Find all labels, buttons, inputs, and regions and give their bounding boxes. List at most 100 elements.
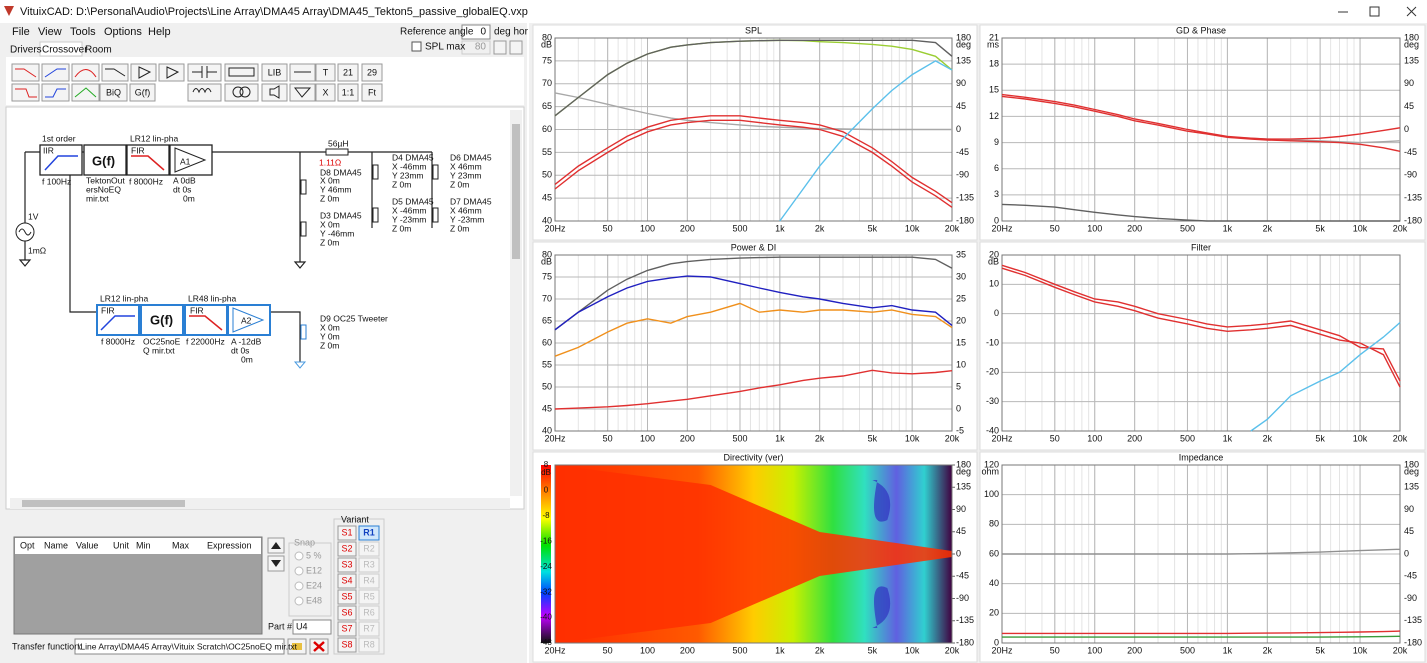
v-scroll-thumb[interactable]	[512, 124, 520, 259]
variant-r-label[interactable]: R6	[363, 607, 375, 617]
variant-s-label[interactable]: S3	[341, 559, 352, 569]
toolbar-button-label[interactable]: BiQ	[106, 87, 121, 97]
h-scrollbar[interactable]	[10, 498, 510, 509]
toolbar-button-label[interactable]: G(f)	[135, 87, 151, 97]
variant-s-label[interactable]: S4	[341, 575, 352, 585]
variant-s-button[interactable]	[337, 541, 357, 557]
fit-button[interactable]	[509, 40, 523, 55]
variant-r-button[interactable]	[358, 589, 380, 605]
variant-r-label[interactable]: R4	[363, 575, 375, 585]
variant-r-label[interactable]: R1	[363, 527, 375, 537]
transfer-function-input[interactable]	[74, 638, 285, 655]
variant-s-label[interactable]: S2	[341, 543, 352, 553]
variant-r-label[interactable]: R7	[363, 623, 375, 633]
toolbar-button-label[interactable]: 29	[367, 67, 377, 77]
y2-tick-label: 30	[956, 271, 966, 281]
toolbar-button-label[interactable]: T	[323, 67, 329, 77]
variant-s-button[interactable]	[337, 637, 357, 653]
y2-tick-label: 35	[956, 249, 966, 259]
y2-tick-label: 135	[1404, 55, 1419, 65]
toolbar-button[interactable]	[315, 63, 336, 82]
h-scroll-thumb[interactable]	[22, 500, 185, 507]
y-tick-label: 65	[542, 101, 552, 111]
toolbar-button-label[interactable]: 1:1	[342, 87, 355, 97]
variant-s-button[interactable]	[337, 621, 357, 637]
schematic-label: f 22000Hz	[186, 336, 225, 346]
menu-item[interactable]: Tools	[70, 26, 96, 38]
toolbar-button[interactable]	[361, 63, 383, 82]
window-controls[interactable]	[1338, 6, 1417, 17]
toolbar-button-label[interactable]: LIB	[268, 67, 282, 77]
y-tick-label: 6	[994, 163, 999, 173]
spl-max-checkbox[interactable]	[411, 41, 422, 52]
toolbar-button[interactable]	[129, 83, 156, 102]
plot-panel	[979, 451, 1426, 663]
variant-s-label[interactable]: S6	[341, 607, 352, 617]
toolbar-button[interactable]	[337, 83, 359, 102]
reference-angle-input[interactable]	[461, 24, 491, 40]
snap-option[interactable]	[294, 566, 304, 576]
x-tick-label: 20k	[945, 645, 960, 655]
schematic-label: Z 0m	[450, 179, 469, 189]
schematic-wiring	[15, 144, 439, 369]
tab[interactable]: Room	[85, 45, 112, 56]
toolbar-button[interactable]	[315, 83, 336, 102]
variant-s-button[interactable]	[337, 525, 357, 541]
schematic-label: 0m	[183, 193, 195, 203]
variant-r-button[interactable]	[358, 557, 380, 573]
variant-r-label[interactable]: R3	[363, 559, 375, 569]
y2-tick-label: 180	[1404, 32, 1419, 42]
schematic-label: Y 46mm	[320, 184, 352, 194]
variant-r-label[interactable]: R5	[363, 591, 375, 601]
variant-s-label[interactable]: S8	[341, 639, 352, 649]
active-tab[interactable]	[39, 41, 83, 57]
variant-r-button[interactable]	[358, 541, 380, 557]
menu-item[interactable]: View	[38, 26, 62, 38]
y-unit: dB	[541, 39, 552, 49]
reference-angle-value: 0	[480, 27, 486, 38]
spl-max-input[interactable]	[461, 40, 491, 55]
part-input[interactable]	[292, 619, 332, 635]
snap-option[interactable]	[294, 551, 304, 561]
snap-option[interactable]	[294, 581, 304, 591]
toolbar-button[interactable]	[337, 63, 359, 82]
toolbar-button-label[interactable]: 21	[343, 67, 353, 77]
variant-s-label[interactable]: S1	[341, 527, 352, 537]
y-tick-label: 50	[542, 170, 552, 180]
toolbar-icons[interactable]	[11, 63, 316, 102]
y2-tick-label: 45	[956, 526, 966, 536]
variant-s-label[interactable]: S5	[341, 591, 352, 601]
variant-r-label[interactable]: R2	[363, 543, 375, 553]
variant-s-button[interactable]	[337, 573, 357, 589]
colorbar-tick-label: 0	[544, 486, 549, 495]
toolbar-button-label[interactable]: Ft	[368, 87, 376, 97]
menu-item[interactable]: File	[12, 26, 30, 38]
toolbar-button-label[interactable]: X	[322, 87, 328, 97]
variant-r-button[interactable]	[358, 525, 380, 541]
variant-r-button[interactable]	[358, 621, 380, 637]
menu-item[interactable]: Help	[148, 26, 171, 38]
toolbar-button[interactable]	[99, 83, 128, 102]
toolbar-button[interactable]	[361, 83, 383, 102]
plot-frame	[554, 254, 953, 432]
tab[interactable]: Crossover	[42, 45, 88, 56]
plot-frame	[554, 464, 953, 644]
variant-r-label[interactable]: R8	[363, 639, 375, 649]
variant-r-button[interactable]	[358, 637, 380, 653]
tab[interactable]: Drivers	[10, 45, 42, 56]
variant-s-button[interactable]	[337, 557, 357, 573]
variant-s-button[interactable]	[337, 589, 357, 605]
variant-r-button[interactable]	[358, 573, 380, 589]
spin-button[interactable]	[493, 40, 507, 55]
variant-s-label[interactable]: S7	[341, 623, 352, 633]
variant-s-button[interactable]	[337, 605, 357, 621]
snap-option-label: 5 %	[306, 550, 322, 560]
x-tick-label: 10k	[1353, 645, 1368, 655]
menu-item[interactable]: Options	[104, 26, 142, 38]
schematic-label: X 46mm	[450, 161, 482, 171]
x-tick-label: 100	[1087, 645, 1102, 655]
snap-option[interactable]	[294, 596, 304, 606]
variant-r-button[interactable]	[358, 605, 380, 621]
y-tick-label: 40	[542, 215, 552, 225]
toolbar-button[interactable]	[261, 63, 288, 82]
